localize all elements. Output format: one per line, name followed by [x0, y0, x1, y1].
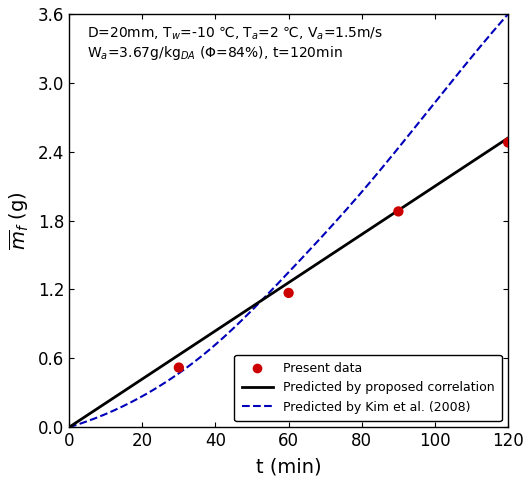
Point: [175, 364, 183, 371]
Point: [285, 289, 293, 297]
Point: [504, 139, 512, 146]
X-axis label: t (min): t (min): [256, 457, 321, 476]
Text: D=20mm, T$_w$=-10 ℃, T$_a$=2 ℃, V$_a$=1.5m/s
W$_a$=3.67g/kg$_{DA}$ (Φ=84%), t=12: D=20mm, T$_w$=-10 ℃, T$_a$=2 ℃, V$_a$=1.…: [87, 24, 382, 62]
Legend: Present data, Predicted by proposed correlation, Predicted by Kim et al. (2008): Present data, Predicted by proposed corr…: [234, 355, 502, 421]
Y-axis label: $\overline{m}_f$ (g): $\overline{m}_f$ (g): [7, 191, 31, 250]
Point: [394, 208, 402, 215]
